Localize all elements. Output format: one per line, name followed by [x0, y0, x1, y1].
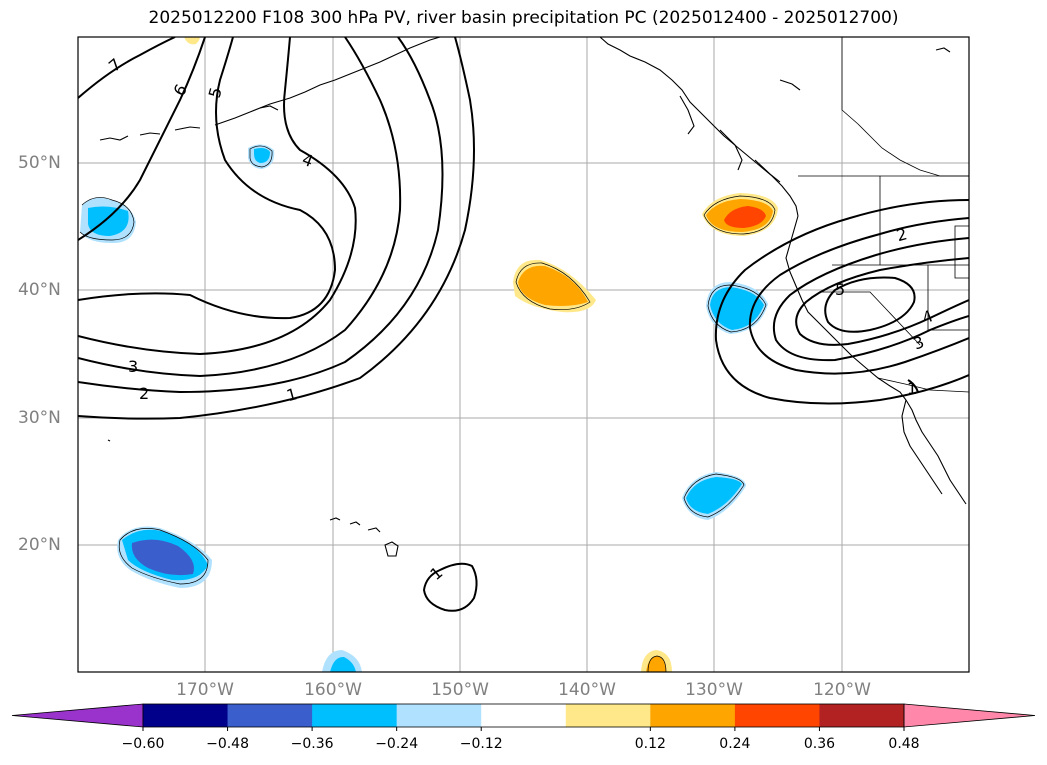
- colorbar-swatch: [227, 704, 313, 727]
- colorbar-tick-label: 0.36: [803, 736, 836, 752]
- colorbar: [11, 703, 1036, 731]
- colorbar-swatch: [734, 704, 820, 727]
- pv-contour-1: [78, 37, 475, 420]
- lon-label-160w: 160°W: [304, 680, 362, 700]
- lat-label-40n: 40°N: [18, 280, 61, 300]
- lat-label-50n: 50°N: [18, 153, 61, 173]
- lon-label-130w: 130°W: [685, 680, 743, 700]
- pv-label: 5: [205, 85, 226, 100]
- colorbar-swatch: [819, 704, 905, 727]
- pv-contour-2: [78, 37, 444, 394]
- pv-label: 1: [284, 384, 299, 405]
- pv-contour-closed-1: [422, 562, 478, 612]
- pv-contour-3: [78, 37, 402, 378]
- lon-label-120w: 120°W: [813, 680, 871, 700]
- pv-contour-7: [78, 37, 176, 99]
- lat-label-30n: 30°N: [18, 408, 61, 428]
- pv-label: 3: [128, 357, 138, 376]
- pv-contour-5: [78, 37, 337, 320]
- pv-contour-4: [78, 37, 357, 356]
- political-borders: [798, 37, 969, 393]
- colorbar-swatches: [11, 703, 1036, 728]
- map-panel: 7 6 5 4 3 2 1 2 5 4 3 1 1: [77, 36, 970, 673]
- colorbar-tick-label: −0.36: [290, 736, 334, 752]
- pv-contours: [78, 37, 969, 612]
- colorbar-swatch: [396, 704, 482, 727]
- colorbar-swatch: [565, 704, 651, 727]
- map-title: 2025012200 F108 300 hPa PV, river basin …: [148, 8, 899, 28]
- colorbar-tick-label: 0.12: [634, 736, 666, 752]
- colorbar-tick-label: 0.24: [719, 736, 751, 752]
- lon-label-170w: 170°W: [176, 680, 234, 700]
- pv-label: 5: [835, 280, 845, 299]
- pv-label: 1: [907, 379, 917, 398]
- colorbar-ticks: [142, 727, 905, 731]
- colorbar-tick-label: −0.12: [459, 736, 503, 752]
- precip-shading: [80, 37, 778, 672]
- pv-contour-east-1: [714, 199, 969, 405]
- pv-contour-6: [78, 37, 206, 241]
- lat-label-20n: 20°N: [18, 535, 61, 555]
- colorbar-swatch: [481, 704, 567, 727]
- precip-outlines: [79, 145, 776, 672]
- colorbar-frame: [142, 703, 905, 728]
- lon-label-150w: 150°W: [431, 680, 489, 700]
- colorbar-extend-low: [11, 703, 144, 728]
- colorbar-tick-label: 0.48: [888, 736, 920, 752]
- pv-label: 2: [894, 224, 909, 245]
- colorbar-tick-label: −0.48: [206, 736, 249, 752]
- pv-label: 2: [139, 384, 149, 403]
- colorbar-swatch: [312, 704, 398, 727]
- colorbar-extend-high: [903, 703, 1036, 728]
- lon-label-140w: 140°W: [558, 680, 616, 700]
- coastlines: [99, 37, 967, 557]
- colorbar-swatch: [143, 704, 229, 727]
- colorbar-swatch: [650, 704, 736, 727]
- colorbar-tick-label: −0.24: [375, 736, 419, 752]
- colorbar-tick-label: −0.60: [121, 736, 165, 752]
